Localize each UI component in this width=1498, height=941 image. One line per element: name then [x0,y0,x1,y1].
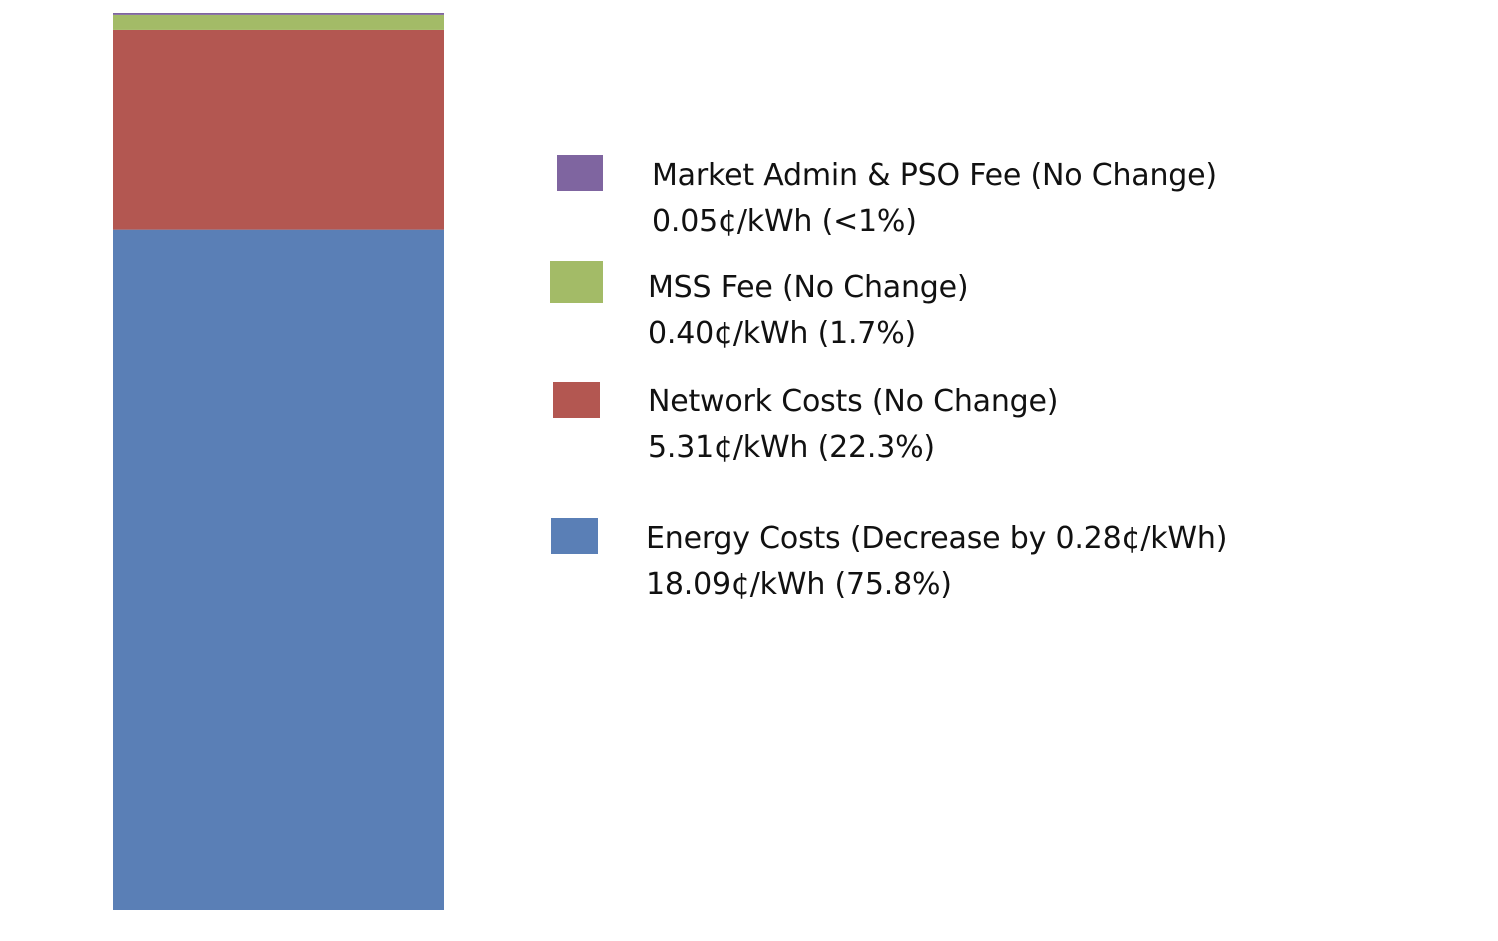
bar-segment-2 [113,14,444,30]
legend-text: Market Admin & PSO Fee (No Change) 0.05¢/… [652,153,1217,245]
legend-swatch [550,261,603,303]
bar-segment-3 [113,13,444,15]
bar-segment-1 [113,29,444,230]
legend-value-label: 5.31¢/kWh (22.3%) [648,430,935,465]
legend-series-name: Network Costs (No Change) [648,384,1059,419]
legend-value-label: 0.05¢/kWh (<1%) [652,204,917,239]
legend-series-name: Energy Costs (Decrease by 0.28¢/kWh) [646,521,1228,556]
legend-value-label: 18.09¢/kWh (75.8%) [646,567,952,602]
legend-text: Energy Costs (Decrease by 0.28¢/kWh) 18.0… [646,516,1227,608]
legend-text: MSS Fee (No Change) 0.40¢/kWh (1.7%) [648,265,969,357]
legend-text: Network Costs (No Change) 5.31¢/kWh (22.3… [648,379,1058,471]
bar-segment-0 [113,229,444,910]
legend-series-name: Market Admin & PSO Fee (No Change) [652,158,1217,193]
legend-swatch [551,518,598,554]
legend-series-name: MSS Fee (No Change) [648,270,969,305]
legend-swatch [553,382,600,418]
legend-swatch [557,155,603,191]
legend-value-label: 0.40¢/kWh (1.7%) [648,316,917,351]
